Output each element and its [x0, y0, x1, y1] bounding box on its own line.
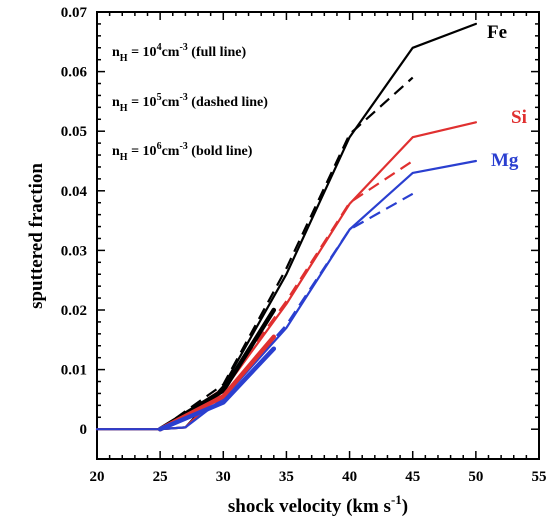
series-line-full-2	[95, 159, 477, 431]
x-tick-label: 35	[279, 469, 294, 485]
series-line-dashed-5	[159, 192, 414, 431]
y-tick-label: 0.02	[61, 303, 87, 319]
y-tick-label: 0.03	[61, 243, 87, 259]
annotation-nh-1e6: nH = 106cm-3 (bold line)	[112, 141, 253, 163]
plot-frame	[96, 11, 540, 460]
x-tick-label: 30	[216, 469, 231, 485]
y-tick-label: 0	[80, 422, 88, 438]
x-tick-label: 50	[468, 469, 483, 485]
annotation-nh-1e5: nH = 105cm-3 (dashed line)	[112, 92, 268, 114]
series-line-dashed-3	[159, 76, 414, 431]
x-axis-title: shock velocity (km s-1)	[228, 492, 408, 517]
series-lines	[95, 22, 477, 432]
x-tick-label: 45	[405, 469, 420, 485]
y-tick-label: 0.06	[61, 65, 88, 81]
y-tick-label: 0.04	[61, 184, 88, 200]
x-tick-label: 25	[153, 469, 168, 485]
series-label-mg: Mg	[491, 150, 519, 171]
y-tick-label: 0.05	[61, 124, 87, 140]
series-label-fe: Fe	[487, 22, 507, 43]
series-line-bold-7	[157, 334, 277, 432]
series-line-dashed-4	[159, 160, 414, 431]
y-axis-title: sputtered fraction	[26, 163, 47, 309]
x-tick-label: 20	[90, 469, 105, 485]
tick-labels: 20 25 30 35 40 45 50 55 0 0.01 0.02 0.03 0.04 0.05 0.0…	[61, 5, 547, 485]
y-tick-label: 0.07	[61, 5, 88, 21]
annotation-nh-1e4: nH = 104cm-3 (full line)	[112, 42, 246, 64]
axis-ticks	[96, 11, 540, 459]
series-label-si: Si	[511, 107, 527, 128]
x-tick-label: 55	[532, 469, 547, 485]
series-line-full-0	[95, 22, 477, 431]
x-tick-label: 40	[342, 469, 357, 485]
y-tick-label: 0.01	[61, 363, 87, 379]
series-line-bold-8	[157, 346, 277, 432]
